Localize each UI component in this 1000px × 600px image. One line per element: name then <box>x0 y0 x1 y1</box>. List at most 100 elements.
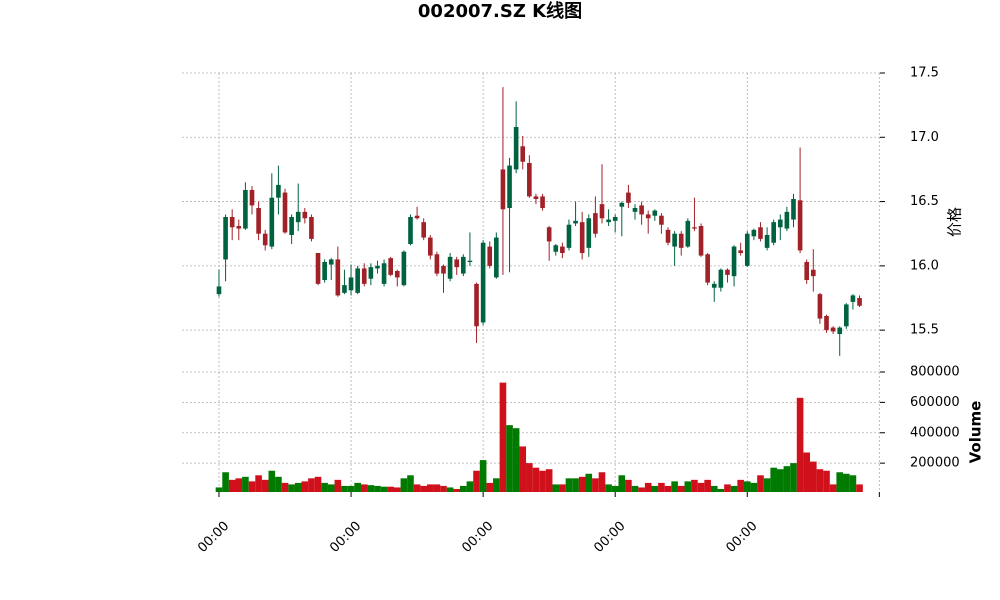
volume-bar <box>585 473 593 492</box>
volume-bar <box>651 485 659 492</box>
candle-body <box>454 259 460 268</box>
volume-bar <box>697 482 705 492</box>
candle-body <box>348 277 354 291</box>
candle-body <box>573 220 578 224</box>
volume-tick-label: 200000 <box>910 456 960 471</box>
volume-bar <box>308 478 315 492</box>
volume-bar <box>545 469 553 492</box>
volume-bar <box>374 485 381 492</box>
volume-bar <box>856 484 863 492</box>
volume-bar <box>294 482 302 492</box>
candle-body <box>718 269 724 288</box>
candle-body <box>639 205 644 215</box>
candle-body <box>302 211 308 219</box>
volume-bar <box>539 470 546 492</box>
candle-body <box>527 163 532 197</box>
candle-body <box>282 192 288 233</box>
candle-body <box>626 192 631 203</box>
candle-body <box>223 217 228 260</box>
volume-bar <box>843 473 850 492</box>
volume-bar <box>605 484 612 492</box>
volume-tick-label: 800000 <box>910 365 960 380</box>
candle-body <box>665 229 671 243</box>
candle-body <box>269 197 275 247</box>
volume-axis-label: Volume <box>967 401 985 464</box>
volume-tick-label: 600000 <box>910 395 960 410</box>
candle-body <box>355 268 360 293</box>
candle-body <box>500 169 506 210</box>
candle-body <box>295 211 301 223</box>
volume-bar <box>281 482 289 492</box>
candle-body <box>480 242 486 323</box>
candle-body <box>401 251 407 286</box>
candle-body <box>844 304 849 327</box>
candle-body <box>540 196 545 208</box>
candle-body <box>771 222 776 243</box>
candle-body <box>368 267 374 279</box>
volume-bar <box>578 476 586 492</box>
volume-bar <box>737 479 744 492</box>
candle-body <box>447 256 453 279</box>
y-tick-label: 15.5 <box>910 323 939 338</box>
volume-bar <box>803 452 811 492</box>
volume-bar <box>446 487 454 492</box>
volume-bar <box>750 482 758 492</box>
candle-body <box>758 227 763 239</box>
volume-bar <box>565 478 573 492</box>
candle-body <box>698 226 704 256</box>
volume-bar <box>671 481 678 492</box>
volume-bar <box>440 485 447 492</box>
candle-body <box>487 246 493 266</box>
volume-bar <box>433 484 441 492</box>
candle-body <box>474 283 479 327</box>
candle-body <box>593 213 598 234</box>
candle-body <box>711 283 717 288</box>
candle-body <box>427 237 433 256</box>
candle-body <box>408 217 413 244</box>
candle-body <box>566 224 572 248</box>
candle-body <box>322 262 327 280</box>
candle-body <box>520 146 526 162</box>
candle-body <box>672 233 677 247</box>
candle-body <box>652 210 658 216</box>
volume-bar <box>275 476 282 492</box>
candle-body <box>414 215 420 219</box>
volume-bar <box>400 478 408 492</box>
volume-bar <box>228 479 236 492</box>
candle-body <box>579 222 585 253</box>
volume-bar <box>460 485 467 492</box>
candle-body <box>461 256 466 274</box>
volume-bar <box>413 484 421 492</box>
volume-bar <box>625 479 632 492</box>
volume-bar <box>235 478 243 492</box>
volume-bar <box>347 485 355 492</box>
candle-body <box>262 233 268 246</box>
volume-bar <box>810 461 817 492</box>
y-tick-label: 17.5 <box>910 66 939 81</box>
volume-bar <box>261 479 269 492</box>
volume-bar <box>770 467 777 492</box>
candle-body <box>804 262 810 280</box>
volume-bar <box>222 472 229 492</box>
candle-body <box>744 233 750 266</box>
volume-bar <box>823 470 830 492</box>
candle-body <box>619 202 625 207</box>
volume-bar <box>664 485 672 492</box>
candle-body <box>612 217 618 221</box>
candle-body <box>810 269 816 277</box>
volume-bar <box>717 488 725 492</box>
candle-body <box>797 200 803 251</box>
volume-bar <box>215 487 223 492</box>
volume-bar <box>426 484 434 492</box>
candle-body <box>276 184 281 198</box>
candle-body <box>850 295 856 302</box>
candle-body <box>645 214 651 219</box>
candle-body <box>342 285 347 293</box>
y-tick-label: 17.0 <box>910 130 939 145</box>
volume-bar <box>638 487 645 492</box>
candle-body <box>256 208 261 234</box>
candle-body <box>824 316 829 331</box>
volume-bar <box>631 485 639 492</box>
volume-bar <box>255 475 262 492</box>
